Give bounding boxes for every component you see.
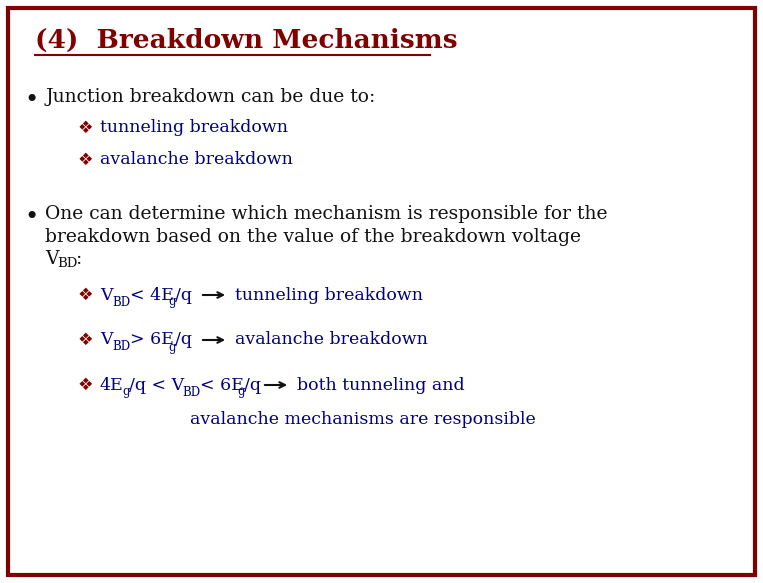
Text: V: V — [100, 332, 112, 349]
Text: V: V — [100, 286, 112, 304]
Text: BD: BD — [182, 385, 200, 399]
Text: /q: /q — [175, 332, 192, 349]
Text: avalanche mechanisms are responsible: avalanche mechanisms are responsible — [190, 412, 536, 429]
Text: g: g — [168, 340, 175, 353]
Text: /q: /q — [175, 286, 192, 304]
Text: /q < V: /q < V — [129, 377, 184, 394]
Text: < 4E: < 4E — [130, 286, 174, 304]
Text: •: • — [25, 205, 39, 229]
Text: g: g — [122, 385, 130, 399]
Text: ❖: ❖ — [77, 331, 93, 349]
Text: ❖: ❖ — [77, 376, 93, 394]
Text: BD: BD — [112, 340, 130, 353]
Text: > 6E: > 6E — [130, 332, 174, 349]
Text: (4)  Breakdown Mechanisms: (4) Breakdown Mechanisms — [35, 28, 458, 53]
Text: tunneling breakdown: tunneling breakdown — [235, 286, 423, 304]
Text: ❖: ❖ — [77, 151, 93, 169]
Text: V: V — [45, 250, 59, 268]
Text: avalanche breakdown: avalanche breakdown — [100, 152, 293, 168]
Text: BD: BD — [57, 257, 77, 270]
Text: g: g — [168, 296, 175, 308]
Text: One can determine which mechanism is responsible for the: One can determine which mechanism is res… — [45, 205, 607, 223]
Text: BD: BD — [112, 296, 130, 308]
Text: :: : — [76, 250, 82, 268]
Text: g: g — [237, 385, 244, 399]
Text: •: • — [25, 88, 39, 112]
Text: both tunneling and: both tunneling and — [297, 377, 465, 394]
Text: /q: /q — [244, 377, 261, 394]
FancyBboxPatch shape — [8, 8, 755, 575]
Text: 4E: 4E — [100, 377, 124, 394]
Text: tunneling breakdown: tunneling breakdown — [100, 120, 288, 136]
Text: ❖: ❖ — [77, 286, 93, 304]
Text: breakdown based on the value of the breakdown voltage: breakdown based on the value of the brea… — [45, 228, 581, 246]
Text: < 6E: < 6E — [200, 377, 244, 394]
Text: avalanche breakdown: avalanche breakdown — [235, 332, 428, 349]
Text: ❖: ❖ — [77, 119, 93, 137]
Text: Junction breakdown can be due to:: Junction breakdown can be due to: — [45, 88, 375, 106]
